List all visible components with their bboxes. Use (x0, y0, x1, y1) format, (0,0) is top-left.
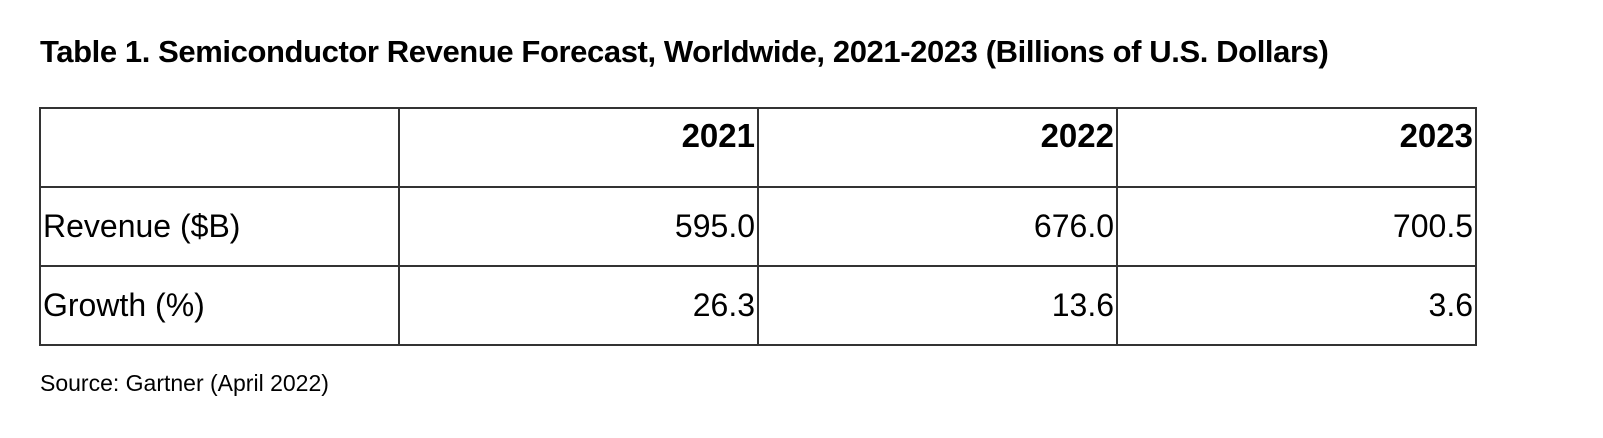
header-cell-empty (39, 107, 400, 188)
cell-growth-2021: 26.3 (398, 265, 759, 346)
header-cell-2023: 2023 (1116, 107, 1477, 188)
cell-revenue-2023: 700.5 (1116, 186, 1477, 267)
cell-revenue-2022: 676.0 (757, 186, 1118, 267)
table-header-row: 2021 2022 2023 (39, 107, 1477, 188)
table-row-revenue: Revenue ($B) 595.0 676.0 700.5 (39, 186, 1477, 267)
header-cell-2021: 2021 (398, 107, 759, 188)
cell-growth-2023: 3.6 (1116, 265, 1477, 346)
cell-revenue-2021: 595.0 (398, 186, 759, 267)
revenue-forecast-table: 2021 2022 2023 Revenue ($B) 595.0 676.0 … (39, 107, 1477, 346)
row-label-growth: Growth (%) (39, 265, 400, 346)
table-title: Table 1. Semiconductor Revenue Forecast,… (40, 34, 1329, 69)
table-row-growth: Growth (%) 26.3 13.6 3.6 (39, 265, 1477, 346)
source-note: Source: Gartner (April 2022) (40, 370, 329, 396)
header-cell-2022: 2022 (757, 107, 1118, 188)
row-label-revenue: Revenue ($B) (39, 186, 400, 267)
cell-growth-2022: 13.6 (757, 265, 1118, 346)
